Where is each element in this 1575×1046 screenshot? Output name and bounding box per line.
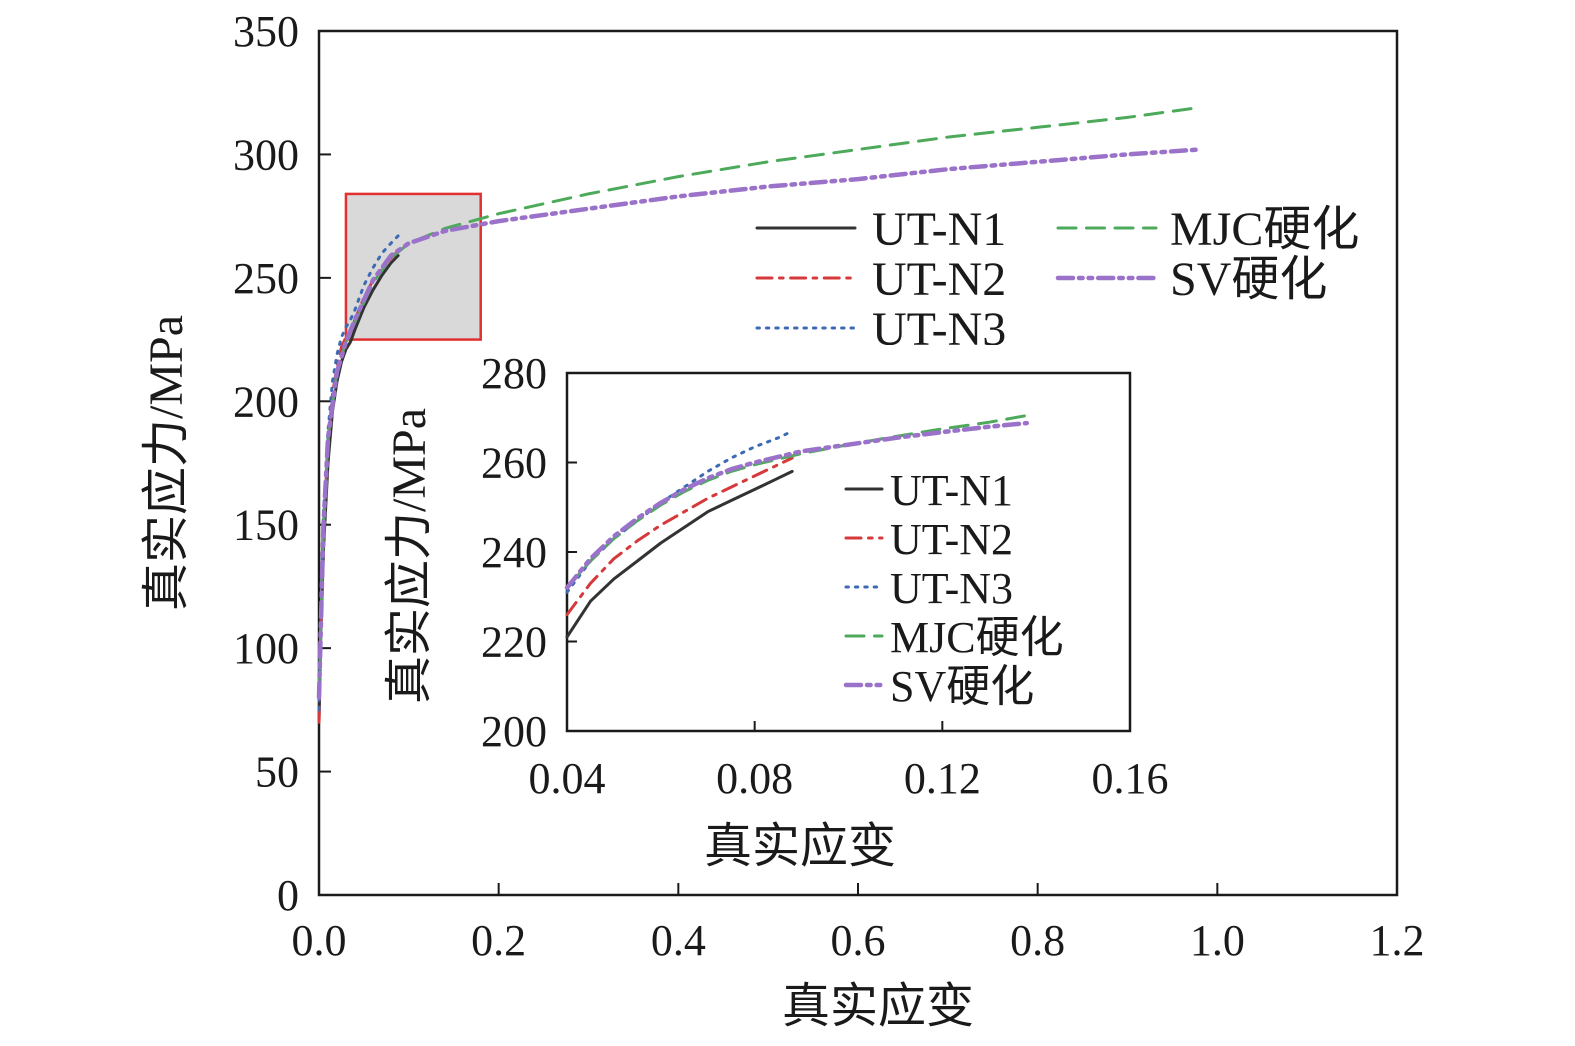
x-tick-label: 1.2 <box>1370 916 1425 965</box>
main-y-axis-label: 真实应力/MPa <box>140 315 193 611</box>
x-tick-label: 0.6 <box>831 916 886 965</box>
inset-y-tick-label: 200 <box>481 707 547 756</box>
inset-x-axis-label: 真实应变 <box>704 820 896 873</box>
legend-label: MJC硬化 <box>1170 203 1359 256</box>
y-tick-label: 200 <box>233 377 299 426</box>
inset-legend-label: MJC硬化 <box>890 613 1064 662</box>
inset-series-lines <box>564 414 1030 639</box>
inset-chart: 0.04 0.08 0.12 0.16 200 220 240 260 280 真实应变 真实… <box>368 345 1203 873</box>
inset-y-tick-label: 260 <box>481 439 547 488</box>
x-tick-label: 0.0 <box>292 916 347 965</box>
inset-y-tick-label: 280 <box>481 349 547 398</box>
zoom-region-box <box>344 192 482 341</box>
y-tick-label: 350 <box>233 7 299 56</box>
inset-y-axis-ticks: 200 220 240 260 280 <box>481 349 577 756</box>
main-chart: 0.0 0.2 0.4 0.6 0.8 1.0 1.2 0 50 100 150 200 250 300… <box>140 7 1425 1033</box>
main-x-axis-label: 真实应变 <box>782 980 974 1033</box>
inset-legend-label: UT-N3 <box>890 564 1013 613</box>
inset-x-tick-label: 0.04 <box>529 754 606 803</box>
zoom-box-rect <box>344 192 482 341</box>
inset-y-tick-label: 220 <box>481 618 547 667</box>
legend-label: SV硬化 <box>1170 253 1327 306</box>
inset-legend-label: UT-N1 <box>890 466 1013 515</box>
inset-x-tick-label: 0.08 <box>716 754 793 803</box>
inset-series-line <box>565 469 794 639</box>
y-tick-label: 50 <box>255 748 299 797</box>
legend-label: UT-N2 <box>872 253 1006 306</box>
y-tick-label: 0 <box>277 871 299 920</box>
inset-legend-label: UT-N2 <box>890 515 1013 564</box>
y-tick-label: 150 <box>233 501 299 550</box>
x-tick-label: 0.2 <box>471 916 526 965</box>
inset-x-axis-ticks: 0.04 0.08 0.12 0.16 <box>529 721 1169 803</box>
inset-x-tick-label: 0.12 <box>904 754 981 803</box>
x-tick-label: 0.8 <box>1010 916 1065 965</box>
x-tick-label: 1.0 <box>1190 916 1245 965</box>
inset-x-tick-label: 0.16 <box>1092 754 1169 803</box>
legend-label: UT-N1 <box>872 203 1006 256</box>
main-series-lines <box>316 106 1202 724</box>
y-tick-label: 300 <box>233 130 299 179</box>
main-y-axis-ticks: 0 50 100 150 200 250 300 350 <box>233 7 331 920</box>
inset-y-tick-label: 240 <box>481 528 547 577</box>
inset-background <box>368 345 1203 870</box>
inset-legend-label: SV硬化 <box>890 662 1034 711</box>
main-x-axis-ticks: 0.0 0.2 0.4 0.6 0.8 1.0 1.2 <box>292 883 1425 965</box>
y-tick-label: 100 <box>233 624 299 673</box>
inset-series-line <box>564 420 1030 591</box>
y-tick-label: 250 <box>233 254 299 303</box>
x-tick-label: 0.4 <box>651 916 706 965</box>
inset-series-line <box>565 456 794 617</box>
inset-y-axis-label: 真实应力/MPa <box>383 408 436 704</box>
main-series-line <box>316 147 1202 700</box>
